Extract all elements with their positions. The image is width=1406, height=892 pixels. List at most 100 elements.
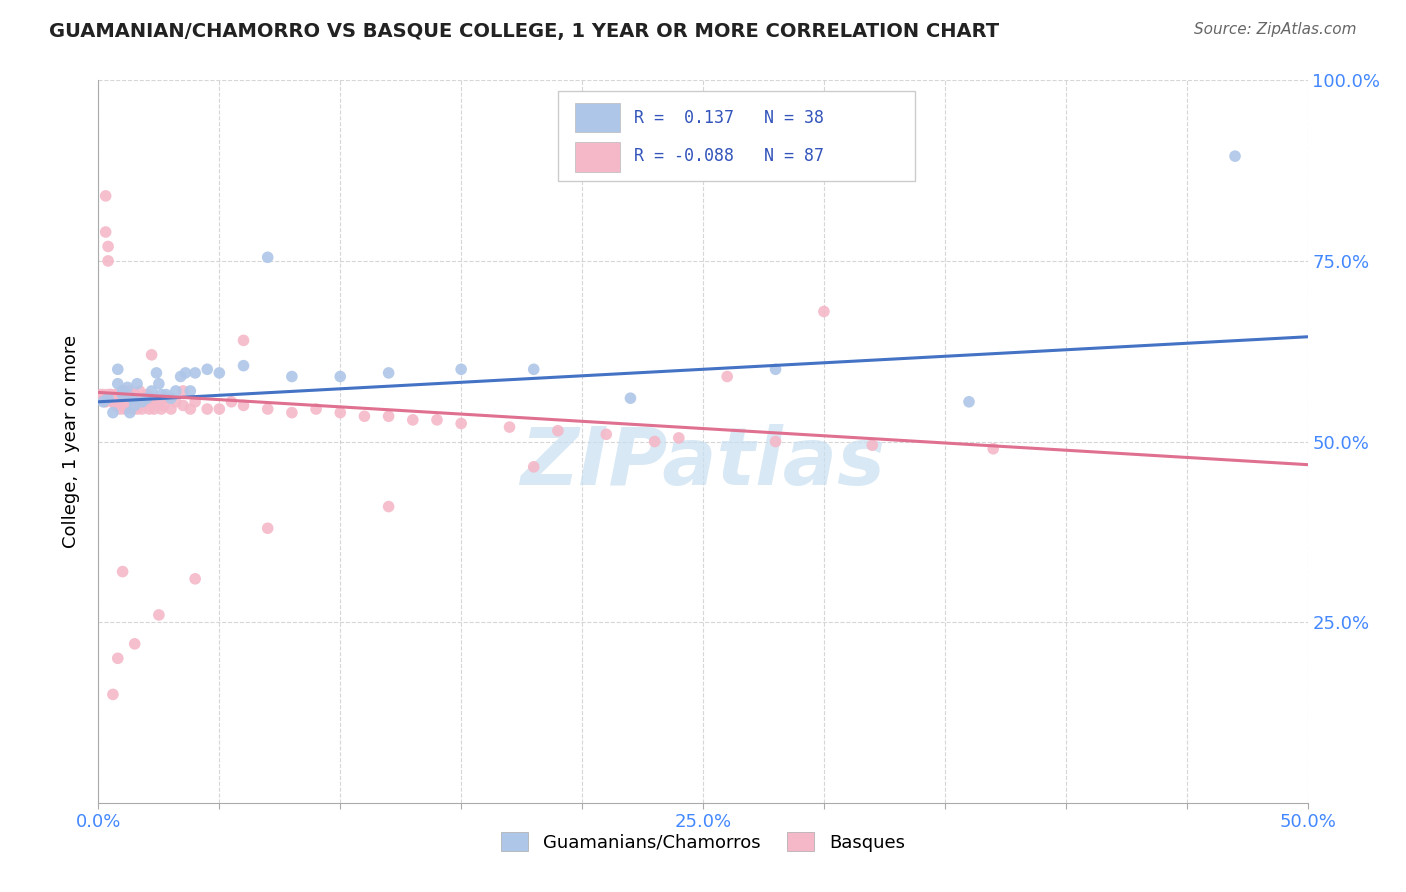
- Point: [135, 387, 157, 401]
- Point: [94, 394, 117, 409]
- Point: [118, 398, 141, 412]
- Point: [184, 572, 207, 586]
- Point: [145, 366, 167, 380]
- Text: GUAMANIAN/CHAMORRO VS BASQUE COLLEGE, 1 YEAR OR MORE CORRELATION CHART: GUAMANIAN/CHAMORRO VS BASQUE COLLEGE, 1 …: [49, 22, 1000, 41]
- Point: [121, 387, 143, 401]
- Point: [148, 607, 170, 622]
- Point: [124, 637, 146, 651]
- Point: [104, 387, 127, 401]
- Point: [765, 434, 787, 449]
- Point: [595, 427, 617, 442]
- Text: R =  0.137   N = 38: R = 0.137 N = 38: [634, 109, 824, 127]
- Point: [91, 394, 114, 409]
- Point: [148, 376, 170, 391]
- Point: [644, 434, 666, 449]
- Point: [138, 402, 160, 417]
- Point: [141, 348, 163, 362]
- Point: [101, 406, 124, 420]
- Point: [523, 459, 546, 474]
- Point: [160, 402, 183, 417]
- Point: [101, 391, 124, 405]
- Text: R = -0.088   N = 87: R = -0.088 N = 87: [634, 147, 824, 165]
- Point: [221, 394, 243, 409]
- Point: [148, 394, 170, 409]
- FancyBboxPatch shape: [558, 91, 915, 181]
- Point: [716, 369, 738, 384]
- Point: [981, 442, 1004, 456]
- Text: Source: ZipAtlas.com: Source: ZipAtlas.com: [1194, 22, 1357, 37]
- Point: [765, 362, 787, 376]
- Point: [402, 413, 425, 427]
- Point: [143, 402, 166, 417]
- Point: [141, 394, 163, 409]
- Point: [377, 409, 399, 424]
- Point: [155, 391, 177, 405]
- Point: [141, 391, 163, 405]
- Point: [281, 406, 304, 420]
- Point: [128, 384, 150, 398]
- Point: [150, 402, 173, 417]
- Point: [107, 387, 129, 401]
- Point: [90, 387, 112, 401]
- Point: [131, 394, 153, 409]
- Point: [160, 391, 183, 405]
- Point: [121, 402, 143, 417]
- Point: [117, 380, 139, 394]
- Point: [108, 387, 131, 401]
- Point: [127, 402, 149, 417]
- Point: [97, 253, 120, 268]
- Point: [195, 402, 218, 417]
- Point: [111, 384, 134, 398]
- Point: [165, 384, 187, 398]
- Point: [184, 366, 207, 380]
- Point: [111, 387, 134, 401]
- Point: [97, 239, 120, 253]
- Point: [860, 438, 883, 452]
- Point: [256, 250, 278, 264]
- Point: [150, 387, 173, 401]
- Point: [256, 402, 278, 417]
- Point: [172, 384, 194, 398]
- Point: [100, 387, 122, 401]
- Point: [377, 366, 399, 380]
- Point: [117, 394, 139, 409]
- Point: [107, 391, 129, 405]
- Point: [131, 402, 153, 417]
- Point: [208, 402, 231, 417]
- Point: [179, 402, 201, 417]
- Point: [124, 398, 146, 412]
- Point: [450, 417, 472, 431]
- Point: [124, 394, 146, 409]
- Point: [208, 366, 231, 380]
- Point: [107, 362, 129, 376]
- Point: [91, 387, 114, 401]
- Point: [957, 394, 980, 409]
- Point: [195, 362, 218, 376]
- Point: [305, 402, 328, 417]
- Point: [145, 394, 167, 409]
- Point: [124, 391, 146, 405]
- Point: [353, 409, 375, 424]
- Point: [174, 366, 197, 380]
- Point: [107, 376, 129, 391]
- Point: [117, 387, 139, 401]
- Point: [128, 391, 150, 405]
- Point: [165, 394, 187, 409]
- Point: [281, 369, 304, 384]
- Point: [232, 398, 254, 412]
- Point: [111, 394, 134, 409]
- Point: [668, 431, 690, 445]
- Point: [111, 565, 134, 579]
- Point: [450, 362, 472, 376]
- Point: [107, 651, 129, 665]
- Point: [100, 387, 122, 401]
- Point: [329, 406, 352, 420]
- Point: [141, 384, 163, 398]
- Legend: Guamanians/Chamorros, Basques: Guamanians/Chamorros, Basques: [494, 825, 912, 859]
- Point: [523, 362, 546, 376]
- Y-axis label: College, 1 year or more: College, 1 year or more: [62, 335, 80, 548]
- FancyBboxPatch shape: [575, 143, 620, 172]
- Point: [329, 369, 352, 384]
- Point: [498, 420, 520, 434]
- Point: [179, 384, 201, 398]
